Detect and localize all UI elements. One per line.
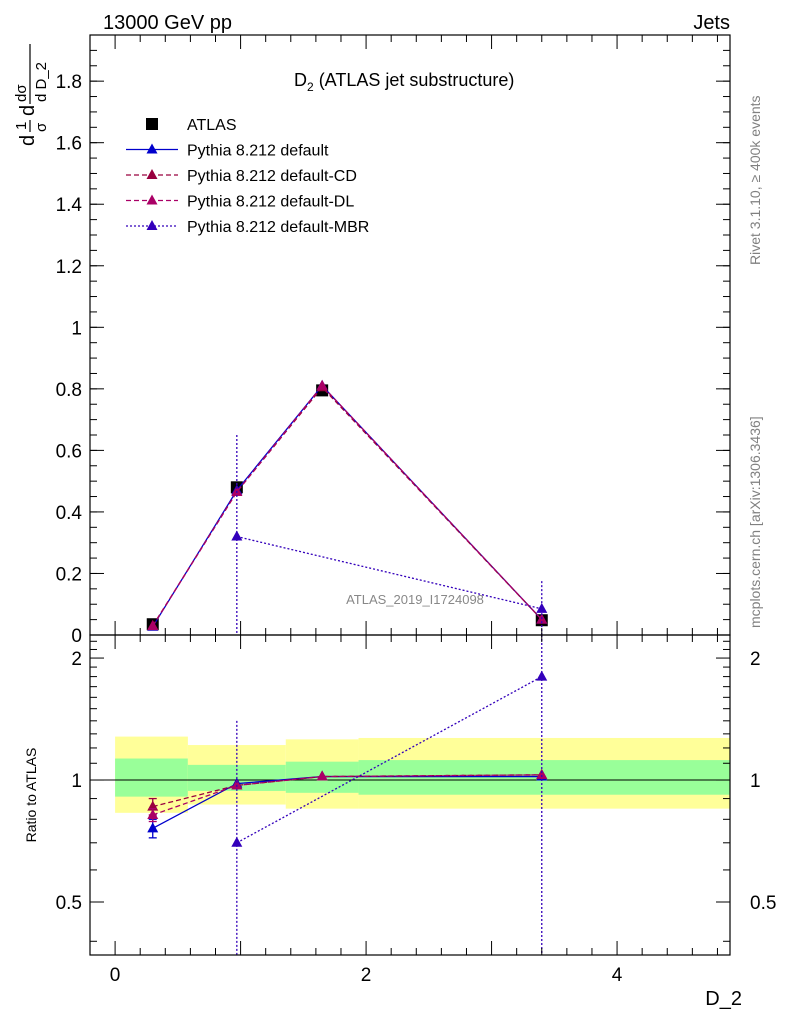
- main-ytick-label-0: 0: [71, 626, 82, 647]
- main-ytick-label-4: 0.8: [56, 380, 82, 401]
- ratio-frame: [89, 634, 731, 956]
- ratio-ytick-label-left-1: 1: [71, 771, 82, 792]
- legend-label-mbr: Pythia 8.212 default-MBR: [187, 219, 369, 236]
- ratio-marker-mbr-1: [536, 670, 548, 681]
- main-ylabel-frac2-bot: d D_2: [33, 62, 50, 102]
- main-ytick-label-3: 0.6: [56, 441, 82, 462]
- plot-title-symbol: D: [294, 70, 307, 90]
- ratio-marker-dl-3: [536, 768, 548, 779]
- legend-marker-mbr: [146, 220, 158, 230]
- legend-label-atlas: ATLAS: [187, 117, 237, 134]
- legend-marker-cd: [146, 169, 158, 179]
- ratio-line-dl: [152, 774, 542, 816]
- analysis-watermark: ATLAS_2019_I1724098: [346, 592, 484, 607]
- ratio-marker-dl-1: [231, 779, 243, 790]
- main-ylabel: d 1 σ d dσ d D_2: [13, 44, 50, 146]
- ratio-ylabel: Ratio to ATLAS: [23, 748, 39, 843]
- header-process: Jets: [693, 12, 730, 34]
- main-line-cd: [152, 386, 543, 627]
- ratio-marker-mbr-0: [231, 836, 243, 847]
- ratio-line-mbr: [236, 676, 543, 844]
- ratio-ytick-label-right-2: 2: [750, 649, 761, 670]
- band-inner-0: [115, 758, 188, 797]
- x-tick-label-0: 0: [110, 965, 121, 986]
- ratio-line-default: [152, 775, 542, 829]
- ratio-ytick-label-left-2: 2: [71, 649, 82, 670]
- legend-marker-dl: [146, 194, 158, 205]
- x-tick-label-2: 4: [612, 965, 623, 986]
- plot-title: D2 (ATLAS jet substructure): [294, 70, 514, 94]
- main-marker-dl-0: [147, 620, 159, 631]
- axis-frames: 00.20.40.60.811.21.41.61.80.5 0.51 12 20 2 4: [56, 34, 776, 986]
- ratio-ytick-label-right-1: 1: [750, 771, 761, 792]
- ratio-marker-default-0: [147, 822, 159, 833]
- main-line-dl: [152, 384, 543, 627]
- ratio-ytick-label-left-0: 0.5: [56, 893, 82, 914]
- main-ytick-label-2: 0.4: [56, 503, 83, 524]
- main-ytick-label-7: 1.4: [56, 195, 83, 216]
- main-ylabel-d1: d: [17, 135, 39, 146]
- main-marker-dl-1: [231, 485, 243, 496]
- mcplots-info: mcplots.cern.ch [arXiv:1306.3436]: [747, 416, 763, 628]
- main-line-default: [152, 384, 543, 628]
- ratio-panel: [147, 635, 548, 955]
- main-ytick-label-5: 1: [71, 318, 82, 339]
- main-ylabel-frac1-top: 1: [13, 122, 30, 130]
- main-ytick-label-1: 0.2: [56, 564, 82, 585]
- legend-label-default: Pythia 8.212 default: [187, 143, 329, 160]
- plot-title-rest: (ATLAS jet substructure): [314, 70, 515, 90]
- main-marker-dl-2: [316, 379, 328, 390]
- main-frame: [89, 34, 731, 636]
- ratio-marker-dl-2: [316, 770, 328, 781]
- main-ytick-label-9: 1.8: [56, 72, 82, 93]
- main-ylabel-frac1-bot: σ: [33, 122, 50, 132]
- x-axis-label: D_2: [705, 988, 742, 1010]
- legend-label-cd: Pythia 8.212 default-CD: [187, 168, 357, 185]
- main-ytick-label-6: 1.2: [56, 257, 82, 278]
- plot-title-subscript: 2: [307, 80, 314, 94]
- legend-marker-atlas: [146, 118, 158, 130]
- main-panel: [146, 379, 548, 635]
- legend: ATLAS Pythia 8.212 default Pythia 8.212 de…: [126, 117, 369, 236]
- header-energy: 13000 GeV pp: [103, 12, 232, 34]
- x-tick-label-1: 2: [361, 965, 372, 986]
- rivet-info: Rivet 3.1.10, ≥ 400k events: [747, 95, 763, 265]
- legend-label-dl: Pythia 8.212 default-DL: [187, 194, 354, 211]
- main-line-mbr: [236, 535, 542, 610]
- main-marker-mbr-1: [536, 602, 548, 613]
- svg-text:d: d: [17, 105, 39, 116]
- main-marker-mbr-0: [231, 530, 243, 541]
- main-ytick-label-8: 1.6: [56, 134, 82, 155]
- main-ylabel-frac2-top: dσ: [13, 84, 30, 102]
- legend-marker-default: [146, 143, 158, 154]
- ratio-ytick-label-right-0: 0.5: [750, 893, 776, 914]
- ratio-marker-dl-0: [147, 808, 159, 819]
